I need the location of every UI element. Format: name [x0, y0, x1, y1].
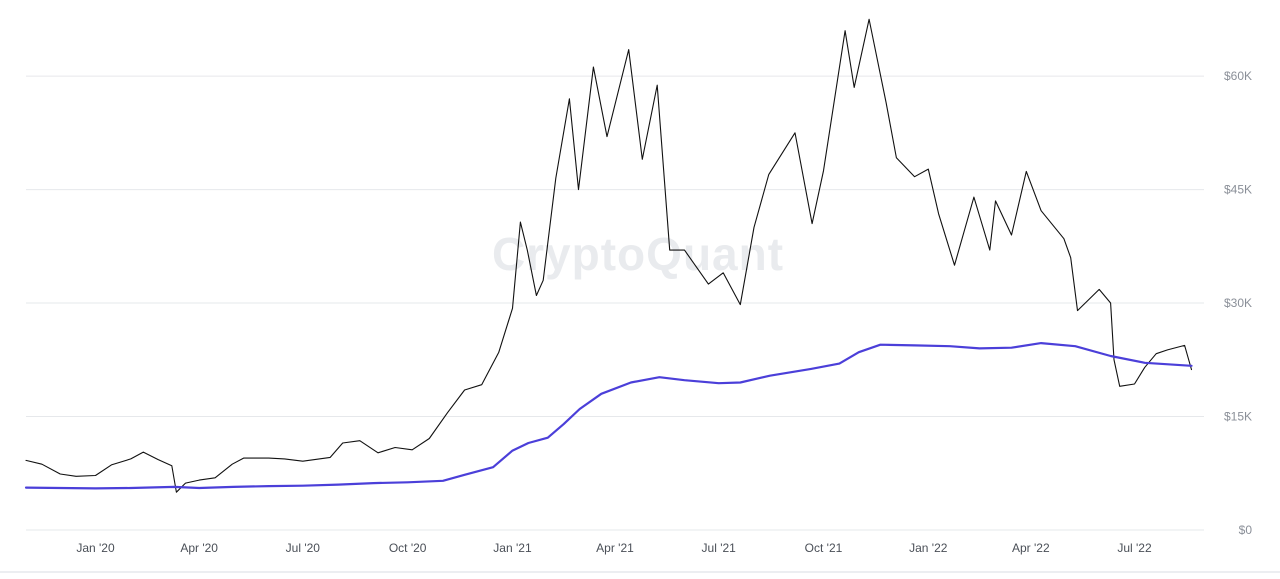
x-tick-label: Apr '22	[1012, 541, 1050, 555]
y-tick-label: $0	[1239, 523, 1253, 537]
x-axis: Jan '20 Apr '20 Jul '20 Oct '20 Jan '21 Apr '…	[76, 541, 1152, 555]
x-tick-label: Jul '21	[702, 541, 737, 555]
x-tick-label: Jan '20	[76, 541, 115, 555]
series-layer	[24, 18, 1193, 493]
x-tick-label: Apr '21	[596, 541, 634, 555]
x-tick-label: Oct '21	[805, 541, 843, 555]
x-tick-label: Jul '22	[1117, 541, 1152, 555]
x-tick-label: Jul '20	[286, 541, 321, 555]
watermark-text: CryptoQuant	[492, 228, 784, 280]
x-tick-label: Jan '22	[909, 541, 948, 555]
y-tick-label: $60K	[1224, 69, 1252, 83]
y-axis: $0 $15K $30K $45K $60K	[1224, 69, 1252, 537]
y-tick-label: $15K	[1224, 410, 1252, 424]
x-tick-label: Oct '20	[389, 541, 427, 555]
grid-layer	[26, 75, 1204, 531]
series-line-1	[25, 18, 1193, 493]
y-tick-label: $45K	[1224, 183, 1252, 197]
x-tick-label: Apr '20	[180, 541, 218, 555]
x-tick-label: Jan '21	[493, 541, 532, 555]
y-tick-label: $30K	[1224, 296, 1252, 310]
series-line-2	[24, 342, 1193, 490]
